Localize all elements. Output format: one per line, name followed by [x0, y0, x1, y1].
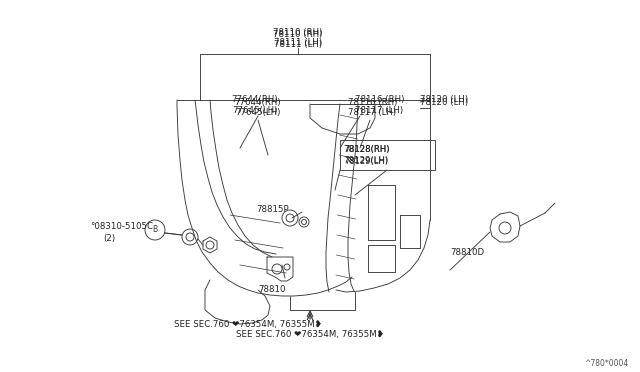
Text: ^780*0004: ^780*0004: [584, 359, 628, 368]
Text: 78120 (LH): 78120 (LH): [420, 95, 468, 104]
Text: 78116 (RH): 78116 (RH): [348, 98, 397, 107]
Text: 78128(RH): 78128(RH): [343, 145, 390, 154]
Text: (2): (2): [103, 234, 115, 243]
Bar: [340, 140, 435, 170]
Text: 78117 (LH): 78117 (LH): [348, 108, 396, 117]
Text: B: B: [152, 225, 157, 234]
Text: 77645(LH): 77645(LH): [236, 108, 281, 117]
Text: 78110 (RH): 78110 (RH): [273, 30, 323, 39]
Text: SEE SEC.760 ❤76354M, 76355M❥: SEE SEC.760 ❤76354M, 76355M❥: [174, 320, 322, 329]
Text: °08310-5105C: °08310-5105C: [90, 222, 153, 231]
Text: 77645(LH): 77645(LH): [232, 106, 278, 115]
Text: 78116 (RH): 78116 (RH): [355, 95, 404, 104]
Text: 78117 (LH): 78117 (LH): [355, 106, 403, 115]
Text: 78810: 78810: [258, 285, 285, 294]
Text: 78111 (LH): 78111 (LH): [274, 38, 322, 47]
Text: SEE SEC.760 ❤76354M, 76355M❥: SEE SEC.760 ❤76354M, 76355M❥: [236, 330, 384, 339]
Text: 78110 (RH): 78110 (RH): [273, 28, 323, 37]
Text: 78815P: 78815P: [256, 205, 289, 214]
Text: 77644(RH): 77644(RH): [232, 95, 278, 104]
Text: 78128(RH): 78128(RH): [344, 145, 389, 154]
Text: 78129(LH): 78129(LH): [343, 156, 388, 165]
Text: 78120 (LH): 78120 (LH): [420, 98, 468, 107]
Text: 77644(RH): 77644(RH): [235, 98, 282, 107]
Text: 78111 (LH): 78111 (LH): [274, 40, 322, 49]
Text: 78129(LH): 78129(LH): [344, 157, 388, 166]
Text: 78810D: 78810D: [450, 248, 484, 257]
